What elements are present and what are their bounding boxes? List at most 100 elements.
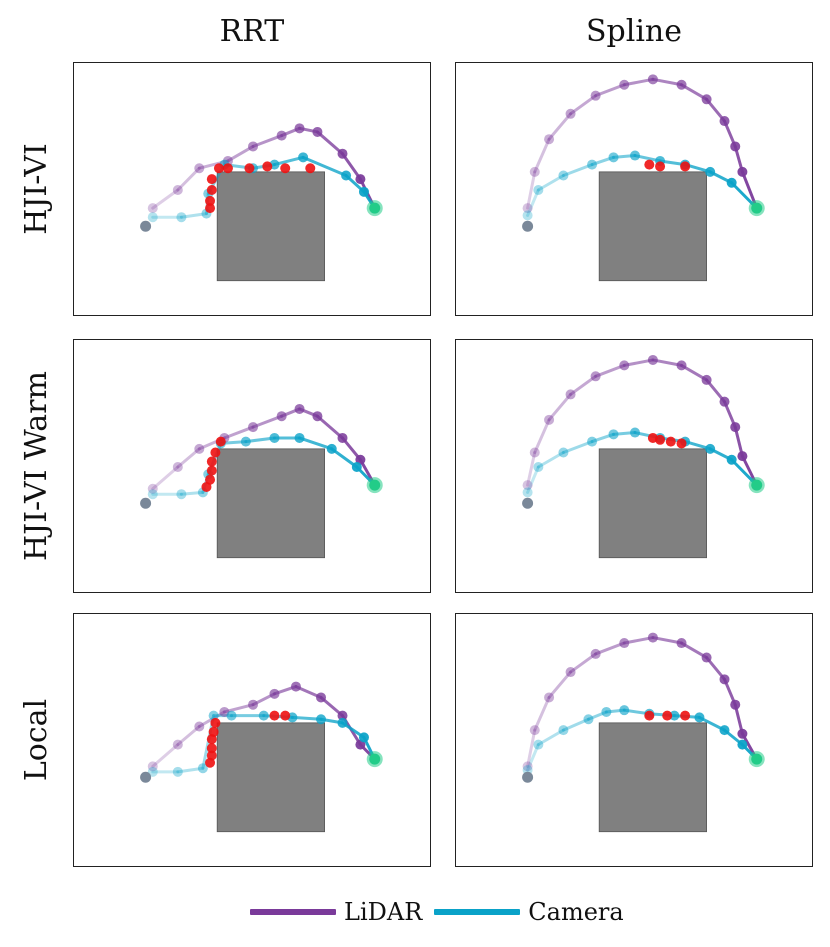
camera-point (726, 177, 737, 188)
unsafe-point (655, 161, 666, 172)
panel-local-rrt (73, 613, 431, 867)
camera-point (341, 170, 352, 181)
unsafe-point (262, 161, 273, 172)
lidar-segment (176, 724, 201, 747)
camera-point (558, 447, 569, 458)
lidar-segment (251, 134, 284, 148)
lidar-segment (315, 414, 344, 440)
lidar-point (337, 148, 348, 159)
lidar-point (522, 203, 533, 214)
lidar-point (194, 721, 205, 732)
start-point (522, 220, 534, 232)
camera-point (298, 152, 309, 163)
lidar-segment (569, 374, 598, 396)
camera-segment (330, 447, 359, 469)
lidar-point (719, 116, 730, 127)
lidar-point (730, 141, 741, 152)
camera-point (694, 712, 705, 723)
lidar-segment (251, 414, 284, 429)
obstacle (598, 448, 707, 559)
lidar-point (529, 166, 540, 177)
lidar-point (316, 692, 327, 703)
lidar-point (544, 692, 555, 703)
camera-segment (561, 163, 594, 177)
unsafe-point (644, 710, 655, 721)
panel-hji-vi-warm-rrt (73, 339, 431, 593)
lidar-point (737, 166, 748, 177)
camera-point (176, 489, 187, 500)
lidar-point (269, 688, 280, 699)
plot-area (140, 403, 383, 559)
lidar-point (619, 360, 630, 371)
unsafe-point (644, 159, 655, 170)
camera-point (316, 714, 327, 725)
camera-point (226, 710, 237, 721)
lidar-segment (569, 94, 598, 116)
lidar-point (647, 632, 658, 643)
unsafe-point (680, 161, 691, 172)
lidar-point (294, 123, 305, 134)
camera-segment (176, 766, 205, 774)
lidar-point (544, 414, 555, 425)
obstacle (598, 722, 707, 833)
lidar-segment (594, 83, 626, 98)
camera-point (587, 159, 598, 170)
lidar-point (647, 74, 658, 85)
camera-point (326, 443, 337, 454)
camera-point (269, 432, 280, 443)
camera-point (705, 166, 716, 177)
row-title-hji-vi: HJI-VI (19, 143, 54, 235)
camera-point (601, 706, 612, 717)
unsafe-point (655, 434, 666, 445)
camera-point (558, 725, 569, 736)
lidar-segment (526, 450, 537, 487)
lidar-segment (569, 652, 598, 674)
unsafe-point (680, 710, 691, 721)
obstacle (216, 171, 325, 282)
unsafe-point (210, 717, 221, 728)
lidar-point (565, 108, 576, 119)
lidar-segment (547, 392, 573, 422)
camera-point (558, 170, 569, 181)
column-title-spline: Spline (585, 14, 683, 49)
camera-segment (526, 465, 540, 494)
unsafe-point (206, 174, 217, 185)
unsafe-point (215, 436, 226, 447)
start-point (522, 497, 534, 509)
camera-point (669, 710, 680, 721)
lidar-segment (547, 670, 573, 699)
lidar-point (619, 79, 630, 90)
camera-segment (561, 717, 590, 732)
camera-segment (179, 490, 205, 496)
plot-area (522, 74, 765, 282)
lidar-segment (341, 152, 362, 181)
camera-point (294, 432, 305, 443)
row-title-local: Local (19, 698, 54, 782)
lidar-point (590, 648, 601, 659)
lidar-point (248, 141, 258, 152)
unsafe-point (665, 436, 676, 447)
camera-point (630, 150, 640, 161)
row-title-hji-vi-warm: HJI-VI Warm (19, 371, 54, 561)
legend-item-lidar: LiDAR (250, 898, 422, 926)
lidar-segment (151, 465, 180, 491)
camera-point (533, 739, 544, 750)
lidar-point (737, 728, 748, 739)
lidar-point (676, 638, 687, 649)
lidar-point (355, 174, 366, 185)
camera-segment (298, 436, 334, 451)
unsafe-point (206, 750, 217, 761)
camera-segment (536, 450, 565, 469)
lidar-point (529, 725, 540, 736)
camera-segment (301, 155, 348, 177)
lidar-point (172, 739, 183, 750)
lidar-point (565, 667, 576, 678)
lidar-point (701, 94, 712, 105)
lidar-point (737, 451, 748, 462)
start-point (140, 497, 152, 509)
lidar-point (312, 126, 323, 137)
lidar-point (544, 134, 555, 145)
unsafe-point (206, 456, 217, 467)
lidar-point (719, 674, 730, 685)
lidar-segment (222, 425, 255, 440)
